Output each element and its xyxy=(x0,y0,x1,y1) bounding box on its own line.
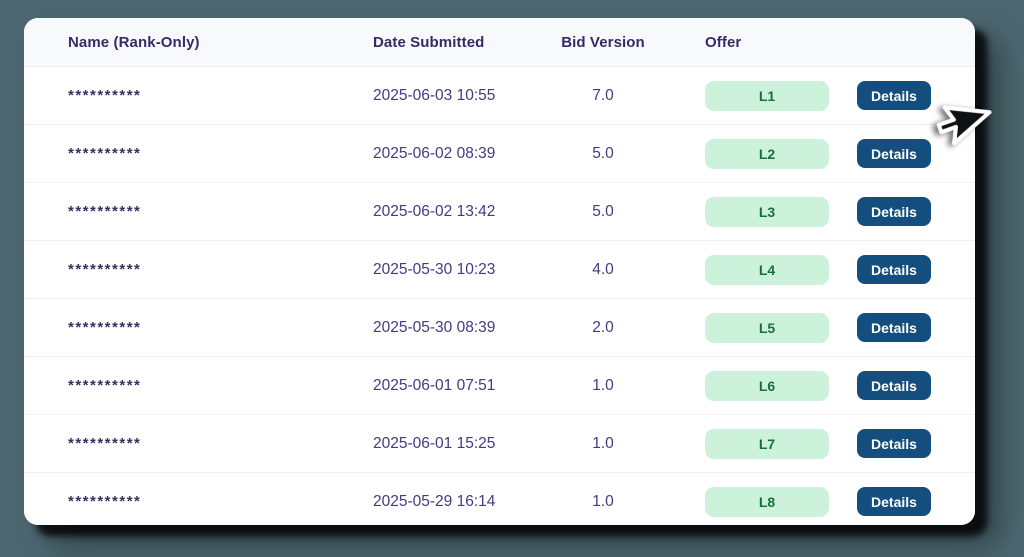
bid-version-value: 1.0 xyxy=(592,376,614,394)
masked-name-value: ********** xyxy=(68,261,142,278)
offer-badge: L1 xyxy=(705,80,829,111)
details-button[interactable]: Details xyxy=(857,81,931,110)
table-row: ********** 2025-05-29 16:14 1.0 L8 Detai… xyxy=(24,473,975,525)
masked-name-value: ********** xyxy=(68,145,142,162)
details-button[interactable]: Details xyxy=(857,139,931,168)
table-row: ********** 2025-05-30 10:23 4.0 L4 Detai… xyxy=(24,241,975,299)
offer-badge: L2 xyxy=(705,138,829,169)
table-row: ********** 2025-06-03 10:55 7.0 L1 Detai… xyxy=(24,67,975,125)
offer-badge: L4 xyxy=(705,254,829,285)
column-header-name: Name (Rank-Only) xyxy=(68,33,200,51)
masked-name-value: ********** xyxy=(68,319,142,336)
masked-name-value: ********** xyxy=(68,203,142,220)
bid-version-value: 4.0 xyxy=(592,260,614,278)
details-button[interactable]: Details xyxy=(857,429,931,458)
column-header-offer: Offer xyxy=(705,33,742,51)
table-header-row: Name (Rank-Only) Date Submitted Bid Vers… xyxy=(24,18,975,67)
masked-name-value: ********** xyxy=(68,87,142,104)
table-row: ********** 2025-06-02 08:39 5.0 L2 Detai… xyxy=(24,125,975,183)
bids-table-card: Name (Rank-Only) Date Submitted Bid Vers… xyxy=(24,18,975,525)
column-header-bid-version: Bid Version xyxy=(561,33,645,51)
bid-version-value: 5.0 xyxy=(592,144,614,162)
bid-version-value: 5.0 xyxy=(592,202,614,220)
column-header-date-submitted: Date Submitted xyxy=(373,33,485,51)
date-submitted-value: 2025-06-01 15:25 xyxy=(373,434,496,452)
bid-version-value: 7.0 xyxy=(592,86,614,104)
table-row: ********** 2025-05-30 08:39 2.0 L5 Detai… xyxy=(24,299,975,357)
date-submitted-value: 2025-06-02 13:42 xyxy=(373,202,496,220)
details-button[interactable]: Details xyxy=(857,487,931,516)
date-submitted-value: 2025-05-30 10:23 xyxy=(373,260,496,278)
offer-badge: L7 xyxy=(705,428,829,459)
bid-version-value: 2.0 xyxy=(592,318,614,336)
bid-version-value: 1.0 xyxy=(592,492,614,510)
masked-name-value: ********** xyxy=(68,493,142,510)
date-submitted-value: 2025-05-30 08:39 xyxy=(373,318,496,336)
details-button[interactable]: Details xyxy=(857,313,931,342)
date-submitted-value: 2025-06-01 07:51 xyxy=(373,376,496,394)
table-row: ********** 2025-06-01 07:51 1.0 L6 Detai… xyxy=(24,357,975,415)
table-row: ********** 2025-06-01 15:25 1.0 L7 Detai… xyxy=(24,415,975,473)
bid-version-value: 1.0 xyxy=(592,434,614,452)
details-button[interactable]: Details xyxy=(857,197,931,226)
date-submitted-value: 2025-05-29 16:14 xyxy=(373,492,496,510)
details-button[interactable]: Details xyxy=(857,255,931,284)
masked-name-value: ********** xyxy=(68,435,142,452)
offer-badge: L3 xyxy=(705,196,829,227)
details-button[interactable]: Details xyxy=(857,371,931,400)
offer-badge: L8 xyxy=(705,486,829,517)
date-submitted-value: 2025-06-03 10:55 xyxy=(373,86,496,104)
table-row: ********** 2025-06-02 13:42 5.0 L3 Detai… xyxy=(24,183,975,241)
offer-badge: L6 xyxy=(705,370,829,401)
masked-name-value: ********** xyxy=(68,377,142,394)
date-submitted-value: 2025-06-02 08:39 xyxy=(373,144,496,162)
offer-badge: L5 xyxy=(705,312,829,343)
